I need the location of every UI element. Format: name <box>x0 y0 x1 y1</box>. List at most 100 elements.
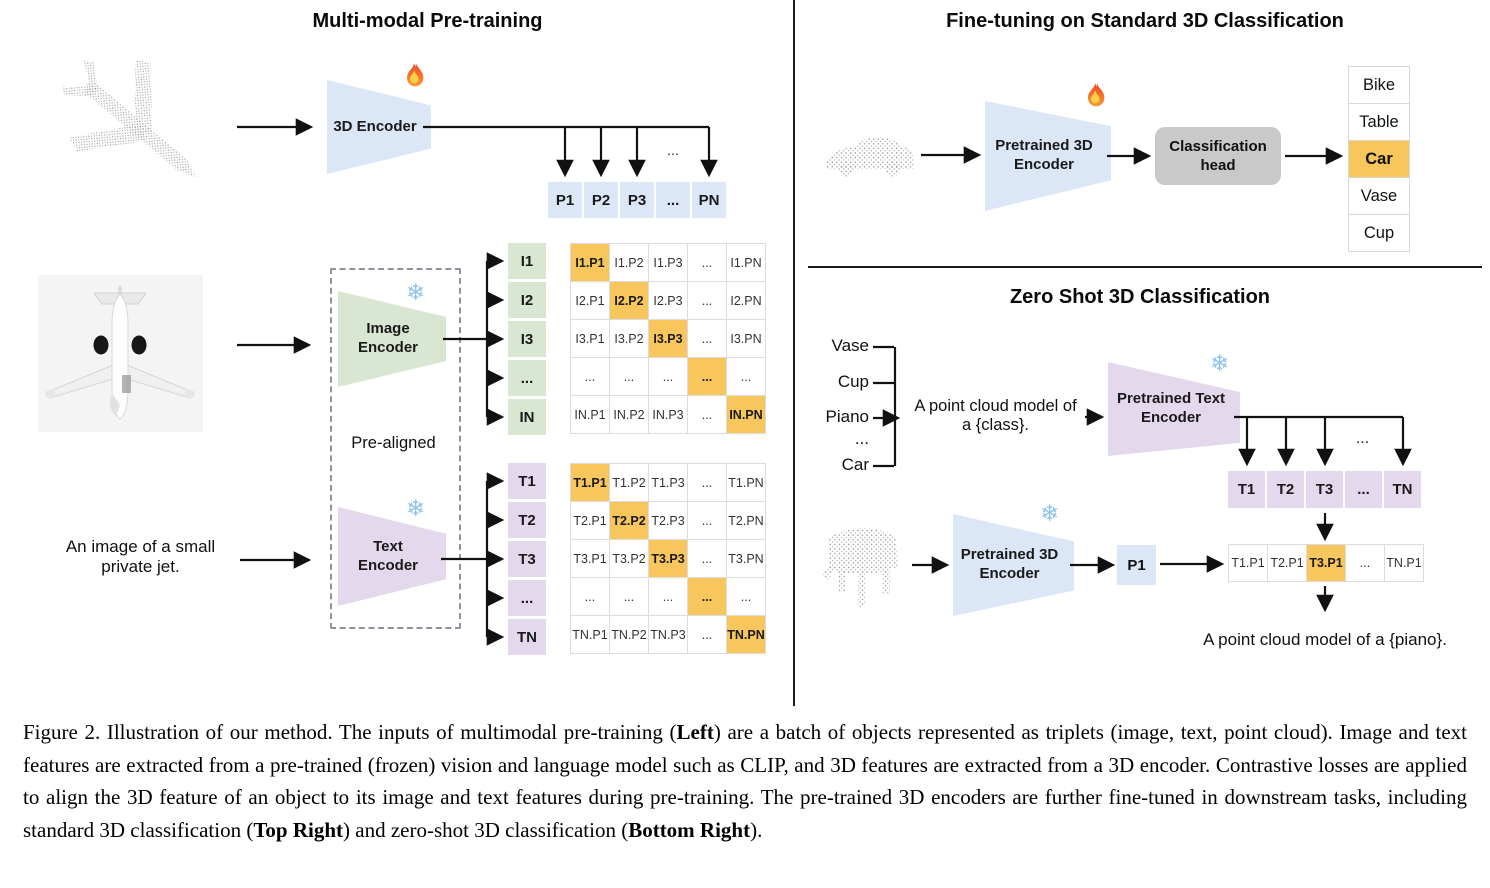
pretrained-3d-encoder-label: Pretrained 3D Encoder <box>995 137 1093 173</box>
snowflake-icon: ❄ <box>1210 350 1230 376</box>
matrix-cell: ... <box>508 580 546 616</box>
matrix-cell: TN <box>508 619 546 655</box>
matrix-cell: I3.P2 <box>610 320 648 357</box>
matrix-cell: Car <box>1349 141 1409 177</box>
matrix-cell: T2.PN <box>727 502 765 539</box>
matrix-cell: ... <box>649 358 687 395</box>
matrix-cell: ... <box>688 244 726 281</box>
matrix-cell: T2.P3 <box>649 502 687 539</box>
matrix-cell: Table <box>1349 104 1409 140</box>
matrix-cell: T1.P1 <box>1229 545 1267 581</box>
matrix-cell: T3.P1 <box>571 540 609 577</box>
matrix-cell: IN.P1 <box>571 396 609 433</box>
snowflake-icon: ❄ <box>1040 500 1060 526</box>
zeroshot-class-car: Car <box>841 455 869 474</box>
pre-aligned-dashed-box <box>330 268 461 629</box>
matrix-cell: ... <box>688 616 726 653</box>
matrix-cell: T3.P3 <box>649 540 687 577</box>
pretrained-3d-encoder-zs-label: Pretrained 3D Encoder <box>960 546 1059 582</box>
zeroshot-class-vase: Vase <box>831 336 870 355</box>
matrix-cell: ... <box>727 578 765 615</box>
classification-head-box: Classification head <box>1155 127 1281 185</box>
text-embedding-row: T1 T2 T3... TN <box>1228 471 1421 508</box>
prompt-template-text: A point cloud model of a {class}. <box>914 397 1077 434</box>
figure-caption: Figure 2. Illustration of our method. Th… <box>23 716 1467 846</box>
matrix-cell: IN.P2 <box>610 396 648 433</box>
matrix-cell: I3.PN <box>727 320 765 357</box>
text-feature-column: T1 T2 T3... TN <box>508 463 546 655</box>
matrix-cell: T3.P2 <box>610 540 648 577</box>
matrix-cell: IN.P3 <box>649 396 687 433</box>
matrix-cell: I1 <box>508 243 546 279</box>
text-encoder-label: Text Encoder <box>357 537 418 574</box>
matrix-cell: I3 <box>508 321 546 357</box>
text-point-similarity-matrix: T1.P1 T1.P2 T1.P3... T1.PN T2.P1 T2.P2 T2.P3..… <box>570 463 766 654</box>
matrix-cell: T3.PN <box>727 540 765 577</box>
matrix-cell: IN.PN <box>727 396 765 433</box>
matrix-cell: T1.P1 <box>571 464 609 501</box>
matrix-cell: I2.PN <box>727 282 765 319</box>
matrix-cell: T1 <box>508 463 546 499</box>
point-feature-row: P1 P2 P3... PN <box>548 182 726 218</box>
caption-segment: ). <box>750 817 763 842</box>
classification-head-label: Classification head <box>1169 137 1267 175</box>
matrix-cell: T3.P1 <box>1307 545 1345 581</box>
figure-2-diagram: Multi-modal Pre-training 3D Encoder P1 P2… <box>38 0 1482 706</box>
matrix-cell: I1.P2 <box>610 244 648 281</box>
matrix-cell: T2.P2 <box>610 502 648 539</box>
zeroshot-class-cup: Cup <box>837 372 869 391</box>
caption-segment: ) are a batch of objects represented as … <box>23 720 1467 842</box>
matrix-cell: IN <box>508 399 546 435</box>
zeroshot-title: Zero Shot 3D Classification <box>1009 286 1271 308</box>
matrix-cell: T3 <box>508 541 546 577</box>
class-list: Bike Table Car Vase Cup <box>1348 66 1410 252</box>
image-encoder-label: Image Encoder <box>357 320 418 356</box>
matrix-cell: ... <box>571 358 609 395</box>
image-point-similarity-matrix: I1.P1 I1.P2 I1.P3... I1.PN I2.P1 I2.P2 I2.P3..… <box>570 243 766 434</box>
matrix-cell: ... <box>508 360 546 396</box>
matrix-cell: I2.P1 <box>571 282 609 319</box>
matrix-cell: ... <box>688 540 726 577</box>
matrix-cell: TN.P1 <box>1385 545 1423 581</box>
3d-encoder-label: 3D Encoder <box>333 117 417 135</box>
horizontal-divider <box>808 266 1482 268</box>
matrix-cell: ... <box>571 578 609 615</box>
matrix-cell: ... <box>649 578 687 615</box>
matrix-cell: TN.P3 <box>649 616 687 653</box>
matrix-cell: TN.P1 <box>571 616 609 653</box>
zeroshot-class-ellipsis: ... <box>854 429 869 448</box>
caption-segment-bold: Top Right <box>253 817 344 842</box>
matrix-cell: Vase <box>1349 178 1409 214</box>
pre-aligned-label: Pre-aligned <box>351 434 436 452</box>
airplane-photo-drawing <box>45 286 195 420</box>
p-row-ellipsis: ... <box>667 142 679 158</box>
matrix-cell: T2 <box>1267 471 1304 508</box>
pretrained-text-encoder-label: Pretrained Text Encoder <box>1116 390 1226 426</box>
matrix-cell: P3 <box>620 182 654 218</box>
matrix-cell: PN <box>692 182 726 218</box>
matrix-cell: T1 <box>1228 471 1265 508</box>
snowflake-icon: ❄ <box>406 495 426 521</box>
matrix-cell: I1.P1 <box>571 244 609 281</box>
matrix-cell: I2 <box>508 282 546 318</box>
matrix-cell: T3 <box>1306 471 1343 508</box>
matrix-cell: ... <box>688 502 726 539</box>
pretrained-3d-encoder-zs-box: Pretrained 3D Encoder <box>953 514 1074 616</box>
snowflake-icon: ❄ <box>406 279 426 305</box>
matrix-cell: I3.P1 <box>571 320 609 357</box>
matrix-cell: T1.P3 <box>649 464 687 501</box>
matrix-cell: Bike <box>1349 67 1409 103</box>
matrix-cell: I1.PN <box>727 244 765 281</box>
pretrained-text-encoder-box: Pretrained Text Encoder <box>1108 362 1240 456</box>
matrix-cell: TN <box>1384 471 1421 508</box>
matrix-cell: P2 <box>584 182 618 218</box>
pretraining-title: Multi-modal Pre-training <box>312 10 543 32</box>
matrix-cell: ... <box>688 282 726 319</box>
vertical-divider <box>793 0 795 706</box>
fire-icon <box>407 62 424 87</box>
matrix-cell: I3.P3 <box>649 320 687 357</box>
car-point-cloud <box>826 137 914 177</box>
3d-encoder-box: 3D Encoder <box>327 80 431 174</box>
zeroshot-result-text: A point cloud model of a {piano}. <box>1203 630 1447 649</box>
